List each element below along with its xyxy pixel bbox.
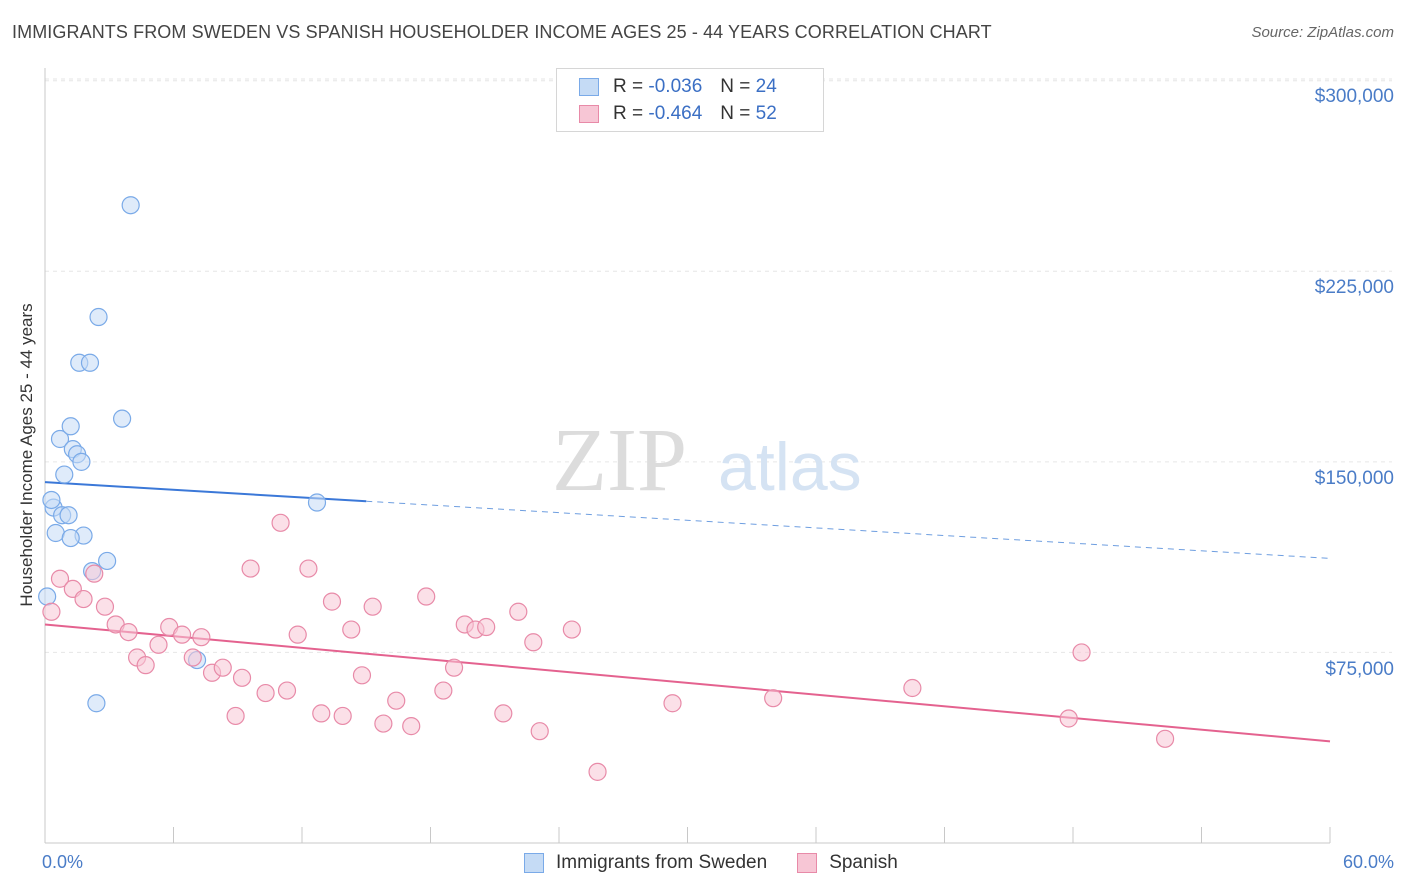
r-label: R = <box>613 76 644 97</box>
spanish-point <box>477 617 496 637</box>
spanish-point <box>50 569 70 588</box>
spanish-point <box>183 648 202 667</box>
spanish-point <box>524 633 543 652</box>
spanish-trend-line <box>44 623 1331 743</box>
legend-item-sweden: Immigrants from Sweden <box>524 852 767 874</box>
spanish-point <box>663 694 682 713</box>
watermark-atlas: atlas <box>718 429 862 505</box>
sweden-swatch <box>579 78 599 96</box>
spanish-point <box>288 625 307 644</box>
watermark: ZIP atlas <box>552 411 862 510</box>
sweden-point <box>87 694 106 713</box>
y-tick-225000: $225,000 <box>1314 277 1394 298</box>
spanish-point <box>530 722 549 741</box>
spanish-point <box>256 683 275 703</box>
watermark-zip: ZIP <box>552 411 687 510</box>
r-value: -0.036 <box>648 76 703 97</box>
spanish-point <box>764 689 783 708</box>
spanish-point <box>95 597 115 616</box>
spanish-point <box>232 668 252 687</box>
sweden-point <box>61 528 80 548</box>
spanish-point <box>312 704 331 723</box>
legend-label-spanish: Spanish <box>829 852 898 873</box>
spanish-point <box>374 714 393 733</box>
spanish-point <box>172 625 192 644</box>
n-value: 24 <box>755 76 777 97</box>
stats-row-spanish: R = -0.464 N = 52 <box>579 101 777 127</box>
series-legend: Immigrants from Sweden Spanish <box>524 852 928 874</box>
trend-lines <box>44 481 1331 743</box>
spanish-point <box>363 597 382 616</box>
x-axis-min-label: 0.0% <box>42 852 84 872</box>
spanish-point <box>149 635 168 654</box>
y-axis-label: Householder Income Ages 25 - 44 years <box>17 303 36 607</box>
spanish-point <box>213 658 232 677</box>
spanish-point <box>402 717 421 736</box>
sweden-point <box>98 551 117 571</box>
spanish-point <box>342 620 361 639</box>
sweden-point <box>59 506 78 525</box>
sweden-point <box>38 587 57 606</box>
stats-row-sweden: R = -0.036 N = 24 <box>579 74 777 100</box>
r-value: -0.464 <box>648 103 703 124</box>
spanish-point <box>136 656 155 675</box>
spanish-swatch <box>579 105 599 123</box>
stats-legend: R = -0.036 N = 24 R = -0.464 N = 52 <box>556 68 824 132</box>
spanish-point <box>241 559 260 578</box>
spanish-point <box>1072 643 1091 662</box>
sweden-legend-swatch <box>524 853 544 873</box>
spanish-point <box>352 666 372 685</box>
x-axis-max-label: 60.0% <box>1342 852 1394 872</box>
spanish-point <box>1155 729 1175 748</box>
spanish-point <box>562 620 581 639</box>
source-label: Source: ZipAtlas.com <box>1251 24 1394 41</box>
spanish-point <box>1059 709 1078 728</box>
spanish-point <box>509 602 528 621</box>
axes <box>44 68 1331 844</box>
r-label: R = <box>613 103 644 124</box>
spanish-point <box>192 628 211 647</box>
legend-item-spanish: Spanish <box>797 852 898 874</box>
sweden-point <box>89 307 108 327</box>
spanish-point <box>444 658 464 677</box>
sweden-point <box>121 196 140 215</box>
spanish-point <box>271 513 290 532</box>
sweden-point <box>112 409 132 428</box>
sweden-point <box>42 490 61 510</box>
sweden-point <box>72 452 91 471</box>
sweden-point <box>61 417 80 436</box>
spanish-point <box>226 706 245 726</box>
spanish-legend-swatch <box>797 853 818 873</box>
spanish-point <box>74 589 93 609</box>
data-points <box>38 196 1175 781</box>
sweden-point <box>307 493 327 512</box>
sweden-point <box>50 429 70 449</box>
sweden-point <box>80 353 100 372</box>
sweden-trend-extension <box>366 500 1331 559</box>
y-tick-300000: $300,000 <box>1314 86 1394 107</box>
y-tick-75000: $75,000 <box>1325 659 1394 680</box>
spanish-point <box>119 622 138 642</box>
n-label: N = <box>720 76 751 97</box>
sweden-point <box>55 465 74 484</box>
spanish-point <box>903 678 922 698</box>
spanish-point <box>387 691 406 710</box>
spanish-point <box>299 559 318 578</box>
n-value: 52 <box>755 103 777 124</box>
spanish-point <box>588 762 607 781</box>
spanish-point <box>322 592 342 611</box>
spanish-point <box>85 564 104 583</box>
y-tick-150000: $150,000 <box>1314 468 1394 489</box>
spanish-point <box>277 681 297 700</box>
legend-label-sweden: Immigrants from Sweden <box>556 852 768 873</box>
spanish-point <box>42 602 61 621</box>
spanish-point <box>417 587 436 606</box>
spanish-point <box>434 681 453 700</box>
n-label: N = <box>720 103 751 124</box>
chart-title: IMMIGRANTS FROM SWEDEN VS SPANISH HOUSEH… <box>12 22 992 42</box>
spanish-point <box>333 706 352 726</box>
spanish-point <box>494 704 513 723</box>
